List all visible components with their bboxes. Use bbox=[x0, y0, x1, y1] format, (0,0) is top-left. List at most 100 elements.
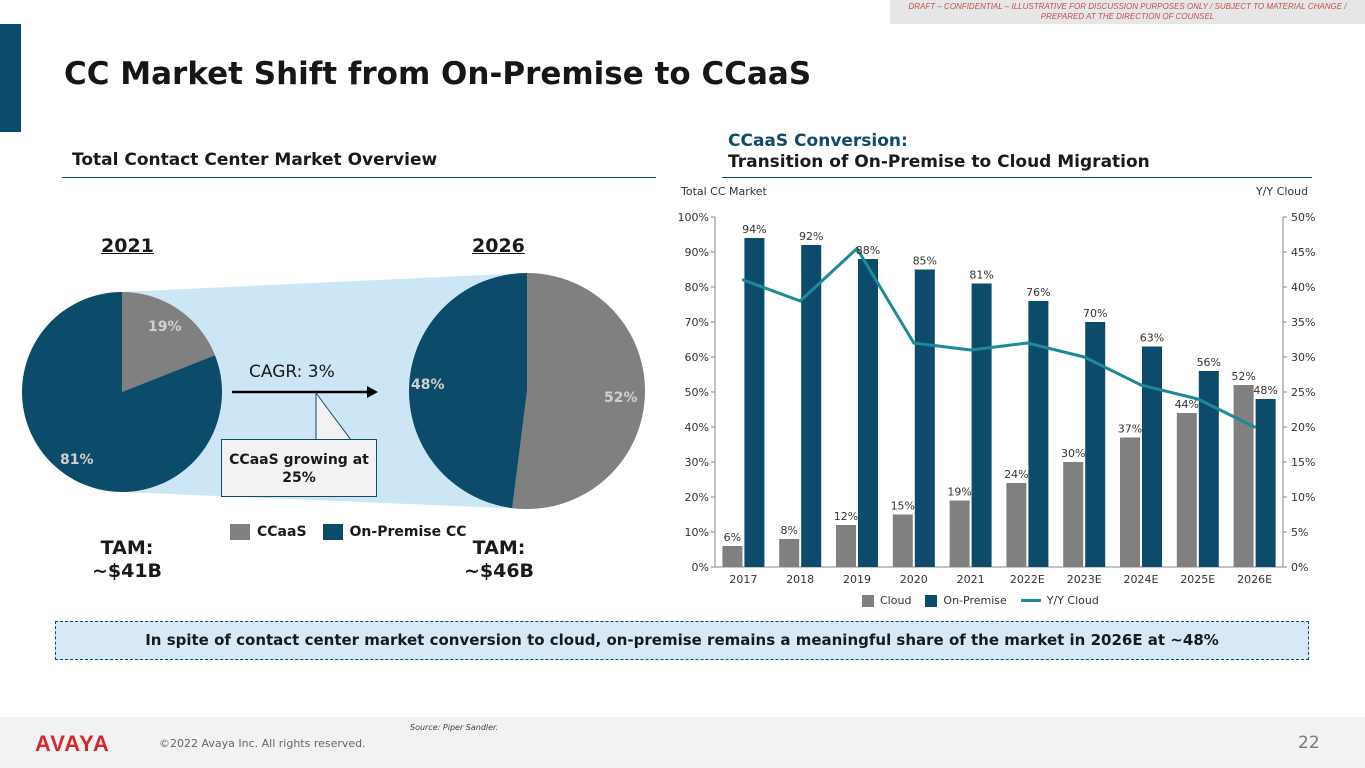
y-tick-label: 80% bbox=[685, 281, 709, 294]
source-note: Source: Piper Sandler. bbox=[410, 723, 499, 732]
cloud-bar-label: 6% bbox=[724, 531, 741, 544]
y2-tick-label: 0% bbox=[1291, 561, 1308, 574]
pie-2026-onprem-slice bbox=[409, 273, 527, 509]
pie-2021-ccaas-slice bbox=[122, 292, 215, 392]
yoy-cloud-point bbox=[969, 348, 973, 352]
legend-cloud: Cloud bbox=[862, 594, 911, 607]
year-label-2026: 2026 bbox=[472, 235, 525, 257]
pie-2021-onprem-label: 81% bbox=[60, 452, 94, 468]
on-premise-bar-label: 63% bbox=[1140, 332, 1164, 345]
yoy-cloud-point bbox=[1139, 383, 1143, 387]
tam-2026: TAM: ~$46B bbox=[444, 537, 554, 583]
market-overview-title: Total Contact Center Market Overview bbox=[72, 150, 438, 170]
right-divider bbox=[722, 177, 1312, 178]
yoy-cloud-point bbox=[798, 299, 802, 303]
on-premise-bar bbox=[971, 283, 992, 567]
cloud-bar-label: 8% bbox=[780, 524, 797, 537]
yoy-cloud-point bbox=[855, 247, 859, 250]
on-premise-bar-label: 92% bbox=[799, 230, 823, 243]
cloud-bar bbox=[1006, 483, 1027, 567]
page-number: 22 bbox=[1298, 733, 1320, 753]
tam-2021: TAM: ~$41B bbox=[72, 537, 182, 583]
pie-2021-ccaas-label: 19% bbox=[148, 319, 182, 335]
y-tick-label: 60% bbox=[685, 351, 709, 364]
x-tick-label: 2018 bbox=[786, 573, 814, 586]
y2-tick-label: 40% bbox=[1291, 281, 1315, 294]
y2-tick-label: 45% bbox=[1291, 246, 1315, 259]
yoy-cloud-point bbox=[912, 341, 916, 345]
x-tick-label: 2019 bbox=[843, 573, 871, 586]
cloud-bar-label: 19% bbox=[947, 486, 971, 499]
pie-legend: CCaaS On-Premise CC bbox=[230, 524, 467, 540]
on-premise-bar bbox=[858, 259, 878, 567]
y2-tick-label: 15% bbox=[1291, 456, 1315, 469]
y-tick-label: 50% bbox=[685, 386, 709, 399]
chart-axes: 0% 10% 20% 30% 40% 50% 60% 70% 80% 90% 100% 0% 5% 10%… bbox=[678, 211, 1316, 574]
on-premise-bar-label: 85% bbox=[913, 255, 937, 268]
x-tick-label: 2020 bbox=[900, 573, 928, 586]
on-premise-bar-label: 94% bbox=[742, 223, 766, 236]
cagr-label: CAGR: 3% bbox=[249, 362, 335, 382]
x-tick-label: 2025E bbox=[1180, 573, 1215, 586]
on-premise-bar bbox=[1255, 399, 1276, 567]
bar-chart: 0% 10% 20% 30% 40% 50% 60% 70% 80% 90% 100% 0% 5% 10%… bbox=[678, 211, 1316, 586]
bar-chart-legend: Cloud On-Premise Y/Y Cloud bbox=[862, 594, 1099, 607]
ccaas-growth-callout: CCaaS growing at 25% bbox=[221, 439, 377, 497]
copyright: ©2022 Avaya Inc. All rights reserved. bbox=[159, 737, 366, 750]
legend-yoy-cloud: Y/Y Cloud bbox=[1020, 594, 1099, 607]
yoy-cloud-point bbox=[1196, 397, 1200, 401]
y2-tick-label: 5% bbox=[1291, 526, 1308, 539]
pie-2026-ccaas-slice bbox=[512, 273, 645, 509]
on-premise-bar-label: 48% bbox=[1253, 384, 1277, 397]
y2-tick-label: 10% bbox=[1291, 491, 1315, 504]
cloud-bar bbox=[949, 500, 970, 567]
year-label-2021: 2021 bbox=[101, 235, 154, 257]
left-divider bbox=[62, 177, 656, 178]
cloud-swatch bbox=[862, 594, 874, 607]
yoy-cloud-point bbox=[1082, 355, 1086, 359]
y2-tick-label: 25% bbox=[1291, 386, 1315, 399]
x-tick-label: 2026E bbox=[1237, 573, 1272, 586]
cloud-bar-label: 24% bbox=[1004, 468, 1028, 481]
on-premise-bar-label: 76% bbox=[1026, 286, 1050, 299]
y-tick-label: 70% bbox=[685, 316, 709, 329]
legend-onprem: On-Premise CC bbox=[322, 524, 467, 540]
cloud-bar bbox=[1120, 437, 1140, 567]
x-tick-label: 2022E bbox=[1010, 573, 1045, 586]
tam-2021-value: ~$41B bbox=[91, 560, 163, 582]
ccaas-conversion-title: CCaaS Conversion: bbox=[728, 131, 908, 151]
on-premise-swatch bbox=[925, 594, 938, 607]
cloud-bar-label: 15% bbox=[891, 500, 915, 513]
on-premise-bar bbox=[1028, 301, 1049, 567]
cloud-bar bbox=[779, 539, 800, 567]
y-tick-label: 90% bbox=[685, 246, 709, 259]
legend-yoy-label: Y/Y Cloud bbox=[1046, 594, 1099, 607]
cloud-bar-label: 37% bbox=[1118, 423, 1142, 436]
on-premise-bar bbox=[914, 269, 935, 567]
legend-ccaas-label: CCaaS bbox=[257, 524, 307, 540]
tam-2021-label: TAM: bbox=[100, 537, 154, 559]
pie-2026-onprem-label: 48% bbox=[411, 377, 445, 393]
on-premise-bar bbox=[1198, 371, 1219, 567]
pie-chart-2026 bbox=[409, 273, 645, 509]
draft-banner: DRAFT – CONFIDENTIAL – ILLUSTRATIVE FOR … bbox=[890, 0, 1365, 24]
y-tick-label: 10% bbox=[685, 526, 709, 539]
y-tick-label: 30% bbox=[685, 456, 709, 469]
page-title: CC Market Shift from On-Premise to CCaaS bbox=[64, 56, 812, 92]
on-premise-bar bbox=[801, 245, 822, 567]
onprem-swatch bbox=[322, 524, 343, 540]
accent-bar bbox=[0, 24, 21, 132]
ccaas-conversion-subtitle: Transition of On-Premise to Cloud Migrat… bbox=[728, 152, 1150, 172]
on-premise-bar bbox=[1142, 346, 1162, 567]
tam-2026-value: ~$46B bbox=[463, 560, 535, 582]
x-tick-label: 2023E bbox=[1067, 573, 1102, 586]
cloud-bar-label: 30% bbox=[1061, 447, 1085, 460]
axis-right-title: Y/Y Cloud bbox=[1256, 185, 1309, 198]
cloud-bar-label: 52% bbox=[1231, 370, 1255, 383]
on-premise-bar bbox=[1085, 322, 1106, 567]
x-tick-label: 2021 bbox=[957, 573, 985, 586]
cloud-bar bbox=[1063, 462, 1084, 567]
on-premise-bar-label: 81% bbox=[969, 269, 993, 282]
legend-cloud-label: Cloud bbox=[880, 594, 912, 607]
cagr-arrow-head bbox=[367, 386, 378, 398]
